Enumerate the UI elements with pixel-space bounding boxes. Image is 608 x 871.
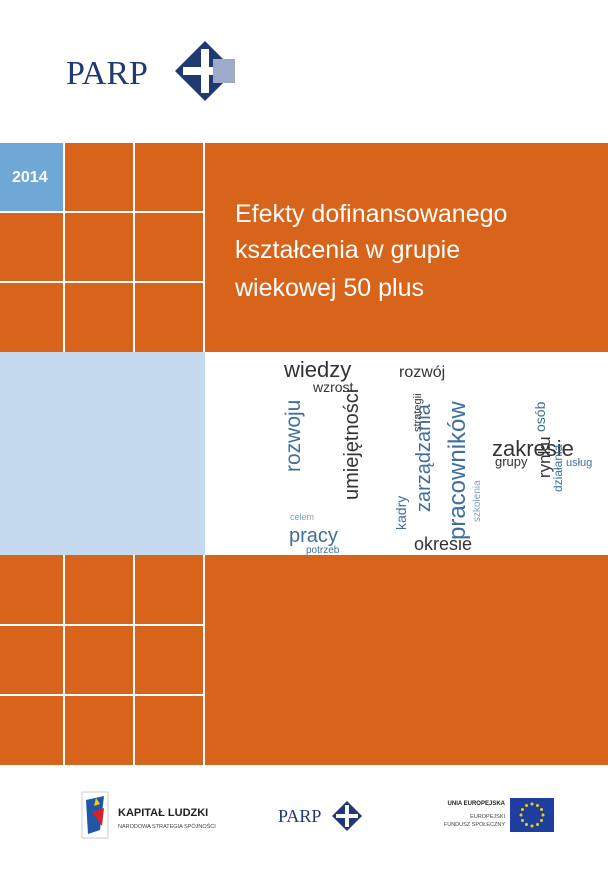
eu-star [536, 803, 539, 807]
grid [0, 555, 205, 765]
eu-star [519, 813, 523, 817]
blue-panel [0, 352, 205, 555]
cloud-word: zarządzania [413, 403, 435, 512]
kapital-sub: NARODOWA STRATEGIA SPÓJNOŚCI [118, 822, 216, 830]
eu-star [540, 819, 544, 822]
footer-parp: PARP [278, 806, 321, 826]
orange-band [0, 143, 608, 352]
cloud-word: działania [551, 444, 565, 492]
cloud-word: pracowników [444, 401, 471, 540]
cloud-word: strategii [412, 393, 424, 432]
eu-star [541, 813, 545, 817]
kapital-text: KAPITAŁ LUDZKI [118, 807, 208, 819]
cloud-word: zakresie [492, 436, 574, 461]
title-line: Efekty dofinansowanego [235, 200, 507, 228]
cloud-word: kadry [393, 496, 409, 530]
eu-star [520, 808, 524, 811]
logo-text: PARP [66, 55, 148, 92]
year-cell [0, 143, 63, 212]
eu-star [540, 808, 544, 811]
kapital-logo [81, 791, 109, 839]
orange-band [0, 555, 608, 765]
footer-parp-icon [332, 801, 362, 831]
eu-star [530, 802, 534, 806]
eu-star [525, 803, 528, 807]
cloud-word: celem [290, 512, 314, 522]
grid [0, 143, 205, 352]
ue-text: UNIA EUROPEJSKA [448, 801, 506, 807]
logo-icon [175, 41, 235, 101]
cloud-word: rozwoju [282, 400, 305, 472]
cloud-word: okresie [414, 534, 472, 554]
cloud-word: umiejętności [341, 389, 363, 500]
cloud-word: szkolenia [472, 480, 483, 522]
cloud-word: usług [566, 457, 592, 469]
cloud-word: rozwój [399, 364, 445, 381]
ue-sub: EUROPEJSKI [470, 814, 505, 820]
eu-star [530, 824, 534, 828]
cloud-word: wzrost [312, 379, 354, 395]
cloud-word: osób [532, 401, 548, 432]
ue-sub: FUNDUSZ SPOŁECZNY [444, 822, 505, 828]
cloud-word: grupy [495, 454, 528, 469]
eu-star [520, 819, 524, 822]
cloud-word: pracy [289, 525, 338, 547]
cloud-word: wiedzy [283, 357, 351, 382]
eu-flag [510, 798, 554, 832]
eu-star [536, 823, 539, 827]
cloud-word: rynku [535, 436, 554, 478]
eu-star [525, 823, 528, 827]
title-line: wiekowej 50 plus [234, 274, 424, 302]
title-line: kształcenia w grupie [235, 236, 460, 264]
cloud-word: potrzeb [306, 545, 340, 556]
year: 2014 [12, 169, 48, 186]
